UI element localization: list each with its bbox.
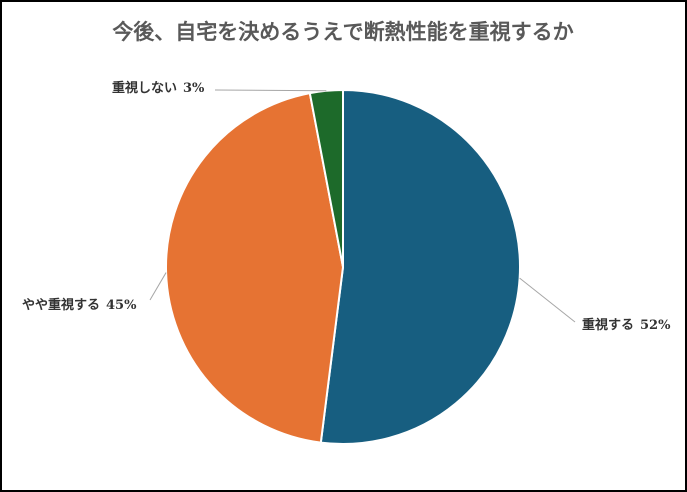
leader-line (214, 89, 327, 92)
value-label: 45% (106, 298, 137, 313)
value-label: 3% (183, 81, 205, 96)
data-label: 重視しない 3% (112, 80, 205, 96)
chart-title: 今後、自宅を決めるうえで断熱性能を重視するか (112, 20, 573, 44)
value-label: 52% (640, 318, 671, 333)
pie-slice (165, 91, 345, 444)
category-label: やや重視する (22, 297, 100, 313)
data-label: やや重視する 45% (22, 297, 137, 313)
category-label: 重視する (582, 317, 634, 333)
leader-line (519, 277, 576, 323)
data-label: 重視する 52% (582, 317, 671, 333)
category-label: 重視しない (112, 80, 177, 96)
leader-line (149, 272, 167, 301)
pie-slice (319, 88, 521, 445)
